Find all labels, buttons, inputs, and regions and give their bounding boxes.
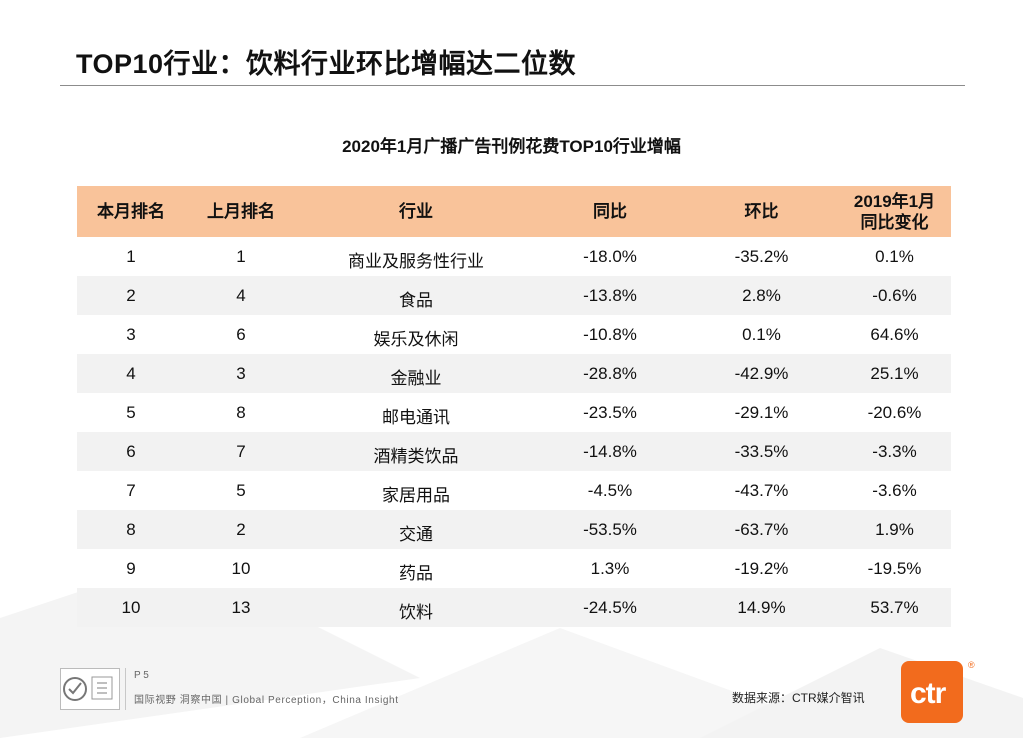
cell-prev-rank: 3 (236, 363, 246, 383)
cell-industry: 家居用品 (382, 486, 450, 505)
cell-change: 0.1% (875, 246, 914, 266)
table-row: 4 3 金融业 -28.8% -42.9% 25.1% (77, 354, 951, 393)
cell-yoy: -13.8% (583, 285, 637, 305)
cell-mom: -63.7% (734, 519, 789, 539)
page-title: TOP10行业：饮料行业环比增幅达二位数 (76, 49, 577, 79)
cell-mom: 14.9% (737, 597, 786, 617)
cell-prev-rank: 5 (236, 480, 246, 500)
header-previous-rank: 上月排名 (207, 202, 275, 221)
cell-change: 1.9% (875, 519, 914, 539)
table-row: 9 10 药品 1.3% -19.2% -19.5% (77, 549, 951, 588)
cell-industry: 邮电通讯 (382, 408, 450, 427)
ctr-logo-text: ctr (910, 677, 946, 710)
cell-rank: 6 (126, 441, 136, 461)
cell-rank: 3 (126, 324, 136, 344)
cell-mom: -29.1% (734, 402, 789, 422)
header-change-2019-line1: 2019年1月 (853, 191, 936, 211)
table-row: 2 4 食品 -13.8% 2.8% -0.6% (77, 276, 951, 315)
cell-change: -0.6% (872, 285, 917, 305)
footer-divider (125, 668, 126, 710)
header-mom: 环比 (744, 202, 779, 221)
cell-rank: 1 (126, 246, 136, 266)
table-row: 8 2 交通 -53.5% -63.7% 1.9% (77, 510, 951, 549)
cell-change: 64.6% (870, 324, 919, 344)
cell-yoy: -24.5% (583, 597, 637, 617)
cell-prev-rank: 10 (231, 558, 251, 578)
table-row: 1 1 商业及服务性行业 -18.0% -35.2% 0.1% (77, 237, 951, 276)
cell-industry: 食品 (399, 291, 433, 310)
table-row: 10 13 饮料 -24.5% 14.9% 53.7% (77, 588, 951, 627)
header-yoy: 同比 (593, 202, 627, 221)
cell-industry: 药品 (399, 564, 433, 583)
cell-change: -3.3% (872, 441, 917, 461)
header-change-2019: 2019年1月 同比变化 (838, 186, 951, 237)
cell-rank: 2 (126, 285, 136, 305)
cell-prev-rank: 8 (236, 402, 246, 422)
table-title: 2020年1月广播广告刊例花费TOP10行业增幅 (342, 137, 681, 156)
page-number: P 5 (134, 670, 149, 681)
ranking-table: 本月排名 上月排名 行业 同比 环比 2019年1月 同比变化 1 1 商业及服… (77, 186, 951, 627)
cell-rank: 10 (121, 597, 141, 617)
cell-industry: 商业及服务性行业 (348, 252, 484, 271)
cell-rank: 8 (126, 519, 136, 539)
cell-rank: 9 (126, 558, 136, 578)
cell-yoy: -23.5% (583, 402, 637, 422)
cell-industry: 娱乐及休闲 (373, 330, 459, 349)
table-row: 3 6 娱乐及休闲 -10.8% 0.1% 64.6% (77, 315, 951, 354)
cell-yoy: 1.3% (590, 558, 630, 578)
cell-prev-rank: 7 (236, 441, 246, 461)
cell-mom: -43.7% (734, 480, 789, 500)
cell-industry: 酒精类饮品 (373, 447, 459, 466)
cell-rank: 4 (126, 363, 136, 383)
cell-mom: -33.5% (734, 441, 789, 461)
cell-change: -3.6% (872, 480, 917, 500)
cell-change: -19.5% (867, 558, 922, 578)
table-row: 5 8 邮电通讯 -23.5% -29.1% -20.6% (77, 393, 951, 432)
cell-yoy: -4.5% (587, 480, 633, 500)
cell-yoy: -53.5% (583, 519, 637, 539)
cell-mom: -19.2% (734, 558, 789, 578)
cell-mom: -35.2% (734, 246, 789, 266)
cell-industry: 交通 (399, 525, 433, 544)
cell-prev-rank: 2 (236, 519, 246, 539)
cell-change: -20.6% (867, 402, 922, 422)
registered-icon: ® (968, 660, 975, 670)
cell-prev-rank: 13 (231, 597, 251, 617)
cell-prev-rank: 1 (236, 246, 246, 266)
header-change-2019-line2: 同比变化 (860, 212, 929, 232)
cell-yoy: -14.8% (583, 441, 637, 461)
cell-mom: 2.8% (742, 285, 781, 305)
cell-prev-rank: 6 (236, 324, 246, 344)
footer-tagline: 国际视野 洞察中国 | Global Perception，China Insi… (134, 695, 399, 706)
cell-industry: 饮料 (399, 603, 433, 622)
table-row: 6 7 酒精类饮品 -14.8% -33.5% -3.3% (77, 432, 951, 471)
certification-logo (60, 668, 120, 710)
data-source: 数据来源：CTR媒介智讯 (732, 691, 865, 705)
cell-change: 25.1% (870, 363, 919, 383)
title-divider (60, 85, 965, 86)
cell-rank: 7 (126, 480, 136, 500)
header-industry: 行业 (399, 202, 433, 221)
cell-yoy: -18.0% (583, 246, 637, 266)
header-current-rank: 本月排名 (97, 202, 165, 221)
cell-change: 53.7% (870, 597, 919, 617)
table-header-row: 本月排名 上月排名 行业 同比 环比 2019年1月 同比变化 (77, 186, 951, 237)
cell-mom: 0.1% (742, 324, 781, 344)
cell-yoy: -28.8% (583, 363, 637, 383)
cell-prev-rank: 4 (236, 285, 246, 305)
cell-yoy: -10.8% (583, 324, 637, 344)
table-row: 7 5 家居用品 -4.5% -43.7% -3.6% (77, 471, 951, 510)
cell-industry: 金融业 (390, 369, 442, 388)
cell-mom: -42.9% (734, 363, 789, 383)
ctr-logo: ctr (901, 661, 963, 723)
cell-rank: 5 (126, 402, 136, 422)
